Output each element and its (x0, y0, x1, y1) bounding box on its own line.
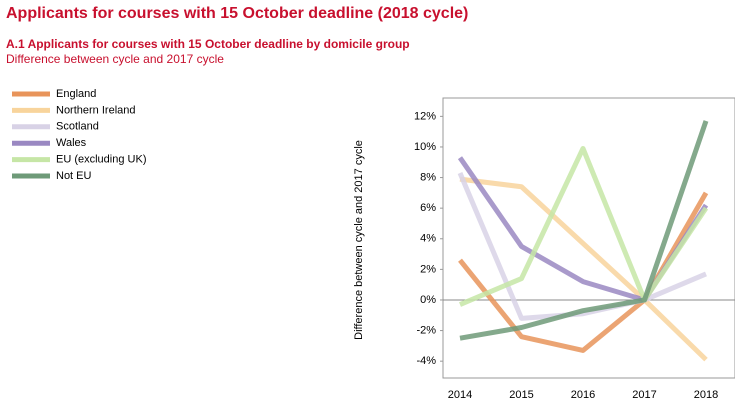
series-line (459, 176, 708, 362)
chart-note: Difference between cycle and 2017 cycle (6, 52, 224, 66)
x-tick-label: 2014 (448, 389, 472, 401)
chart-title: Applicants for courses with 15 October d… (6, 5, 468, 22)
y-tick-label: 6% (420, 202, 436, 214)
y-tick-label: 12% (414, 110, 436, 122)
plot-frame (442, 97, 735, 379)
x-tick-label: 2016 (571, 389, 595, 401)
legend-label: Wales (56, 137, 87, 149)
y-tick-label: 0% (420, 294, 436, 306)
y-tick-label: 2% (420, 263, 436, 275)
x-tick-label: 2017 (632, 389, 656, 401)
y-axis-label: Difference between cycle and 2017 cycle (353, 140, 365, 340)
legend-label: Scotland (56, 121, 99, 133)
x-tick-label: 2015 (509, 389, 533, 401)
legend-label: England (56, 88, 96, 100)
series-line (457, 171, 707, 321)
x-tick-label: 2018 (694, 389, 718, 401)
legend-label: Not EU (56, 170, 92, 182)
y-tick-label: 8% (420, 171, 436, 183)
chart-subtitle: A.1 Applicants for courses with 15 Octob… (6, 37, 410, 51)
series-line (459, 120, 709, 341)
y-tick-label: 10% (414, 141, 436, 153)
y-tick-label: 4% (420, 233, 436, 245)
y-tick-label: -2% (416, 324, 436, 336)
legend-label: EU (excluding UK) (56, 154, 146, 166)
legend-label: Northern Ireland (56, 104, 136, 116)
series-line (459, 145, 709, 307)
y-tick-label: -4% (416, 355, 436, 367)
